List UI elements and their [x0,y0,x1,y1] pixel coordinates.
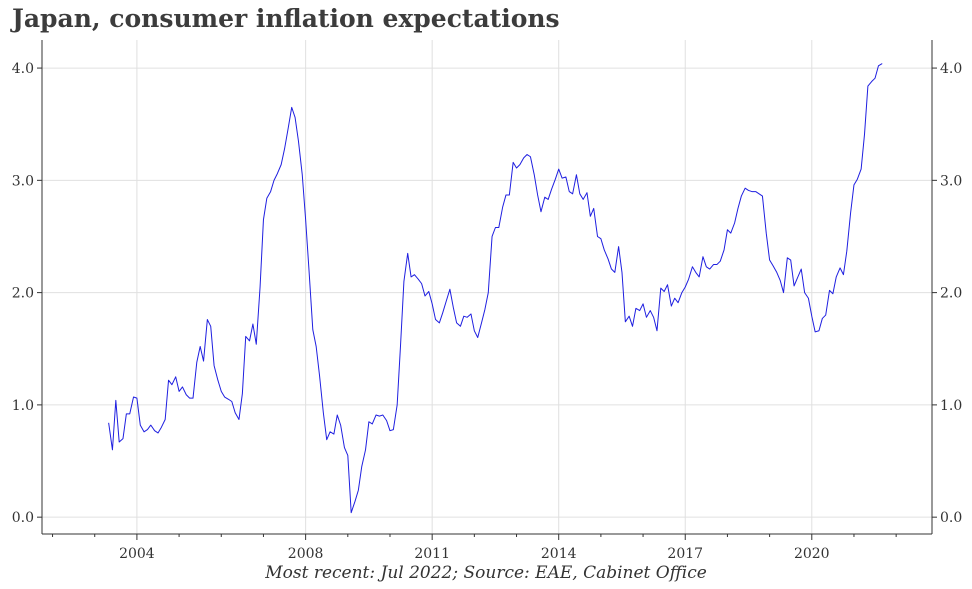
y-tick-label-left: 0.0 [12,510,34,526]
y-tick-label-right: 4.0 [940,61,962,77]
x-tick-label: 2014 [541,546,577,560]
y-tick-label-right: 1.0 [940,398,962,414]
y-tick-label-left: 2.0 [12,286,34,302]
series-line [108,63,883,514]
y-tick-label-left: 1.0 [12,398,34,414]
axes [41,40,933,535]
x-tick-label: 2020 [794,546,830,560]
y-tick-label-left: 4.0 [12,61,34,77]
y-tick-label-right: 2.0 [940,286,962,302]
x-tick-label: 2017 [667,546,703,560]
series [108,63,883,514]
x-tick-label: 2004 [119,546,155,560]
x-tick-label: 2011 [414,546,450,560]
source-footnote: Most recent: Jul 2022; Source: EAE, Cabi… [265,563,707,583]
tick-labels: 0.0 0.0 1.0 1.0 2.0 2.0 3.0 3.0 4.0 4.0 2004 2008 20… [12,61,963,560]
x-tick-label: 2008 [288,546,324,560]
y-tick-label-right: 0.0 [940,510,962,526]
grid-lines [42,40,932,534]
tick-marks [37,67,937,540]
y-tick-label-right: 3.0 [940,173,962,189]
chart-title: Japan, consumer inflation expectations [12,4,560,33]
y-tick-label-left: 3.0 [12,173,34,189]
line-chart: 0.0 0.0 1.0 1.0 2.0 2.0 3.0 3.0 4.0 4.0 2004 2008 20… [12,40,963,560]
